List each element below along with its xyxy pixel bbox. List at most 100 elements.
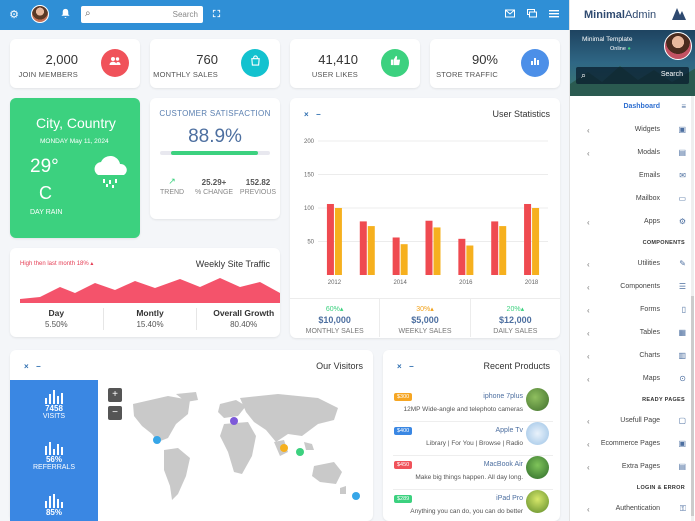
previous-stat: 152.82 PREVIOUS <box>238 178 278 198</box>
sidebar-scrollbar[interactable] <box>691 96 694 521</box>
search-icon: ⌕ <box>85 8 91 19</box>
sidebar-item-label: Maps <box>642 375 660 382</box>
sidebar-item-utilities[interactable]: ‹ Utilities ✎ <box>570 257 695 273</box>
sidebar-section-login: LOGIN & ERROR <box>636 485 685 491</box>
bounce-stat: 85% <box>10 494 98 517</box>
product-name[interactable]: iPad Pro <box>496 495 523 502</box>
bar-2013-1[interactable] <box>367 226 375 275</box>
sidebar-item-ecommerce-pages[interactable]: ‹ Ecommerce Pages ▣ <box>570 437 695 453</box>
close-icon[interactable]: × <box>397 362 402 371</box>
sidebar-item-forms[interactable]: ‹ Forms ▯ <box>570 303 695 319</box>
sidebar-item-widgets[interactable]: ‹ Widgets ▣ <box>570 123 695 139</box>
sidebar-item-authentication[interactable]: ‹ Authentication ⚿ <box>570 502 695 518</box>
bar-2015-1[interactable] <box>433 227 441 275</box>
bell-icon[interactable] <box>58 8 72 22</box>
bar-2015-0[interactable] <box>425 220 433 275</box>
sidebar-item-label: Forms <box>640 306 660 313</box>
search-input[interactable]: ⌕ Search <box>81 6 203 23</box>
customer-satisfaction-card: CUSTOMER SATISFACTION 88.9% ↗ TREND 25.2… <box>150 98 280 219</box>
y-tick-label: 50 <box>307 240 314 246</box>
world-map[interactable] <box>128 390 368 521</box>
sliders-icon: ☰ <box>678 282 686 291</box>
y-tick-label: 150 <box>304 173 315 179</box>
bar-2018-1[interactable] <box>532 208 540 275</box>
product-name[interactable]: iphone 7plus <box>483 393 523 400</box>
bar-2014-0[interactable] <box>392 237 400 275</box>
weekly-traffic-card: High then last month 18% ▴ Weekly Site T… <box>10 248 280 337</box>
product-item[interactable]: $289 iPad Pro Anything you can do, you c… <box>393 490 553 521</box>
monthly-sales: 60%▴ $10,000 MONTHLY SALES <box>305 306 364 335</box>
sidebar-item-dashboard[interactable]: Dashboard ≡ <box>570 100 695 116</box>
sidebar-item-label: Ecommerce Pages <box>600 440 660 447</box>
bar-2013-0[interactable] <box>359 221 367 275</box>
minimize-icon[interactable]: − <box>316 110 321 119</box>
weather-condition: DAY RAIN <box>30 209 63 216</box>
price-badge: $400 <box>394 427 413 435</box>
close-icon[interactable]: × <box>24 362 29 371</box>
bar-2018-0[interactable] <box>524 203 532 275</box>
trend-label: TREND <box>160 189 185 196</box>
product-name[interactable]: Apple Tv <box>495 427 524 434</box>
traffic-stats: Day 5.50% Montly 15.40% Overall Growth 80.4… <box>10 308 290 330</box>
mail-icon[interactable] <box>503 8 517 22</box>
visitor-stats: 7458 VISITS 56% REFERRALS 85% <box>10 380 98 521</box>
close-icon[interactable]: × <box>304 110 309 119</box>
sidebar-profile: Minimal Template Online ● ⌕ Search <box>570 30 695 96</box>
price-badge: $450 <box>394 461 413 469</box>
fullscreen-icon[interactable] <box>209 8 223 22</box>
sidebar-item-mailbox[interactable]: Mailbox ▭ <box>570 192 695 208</box>
sidebar-item-tables[interactable]: ‹ Tables ▦ <box>570 326 695 342</box>
avatar[interactable] <box>31 5 49 23</box>
sidebar-item-label: Utilities <box>637 260 660 267</box>
product-item[interactable]: $300 iphone 7plus 12MP Wide-angle and te… <box>393 388 553 422</box>
sidebar-item-maps[interactable]: ‹ Maps ⊙ <box>570 372 695 388</box>
stat-label: MONTHLY SALES <box>153 70 218 79</box>
minimize-icon[interactable]: − <box>36 362 41 371</box>
sidebar-item-components[interactable]: ‹ Components ☰ <box>570 280 695 296</box>
chevron-left-icon: ‹ <box>587 375 590 384</box>
sidebar-search-input[interactable]: ⌕ Search <box>576 67 689 84</box>
brand-logo[interactable]: MinimalAdmin <box>584 9 657 21</box>
window-icon: ▤ <box>678 148 686 157</box>
map-marker[interactable] <box>153 436 161 444</box>
product-item[interactable]: $450 MacBook Air Make big things happen.… <box>393 456 553 490</box>
product-item[interactable]: $400 Apple Tv Library | For You | Browse… <box>393 422 553 456</box>
stat-label: JOIN MEMBERS <box>18 70 78 79</box>
sidebar-item-extra-pages[interactable]: ‹ Extra Pages ▤ <box>570 460 695 476</box>
gear-icon[interactable]: ⚙ <box>9 9 19 21</box>
sidebar-item-charts[interactable]: ‹ Charts ▥ <box>570 349 695 365</box>
chevron-left-icon: ‹ <box>587 283 590 292</box>
stat-label: STORE TRAFFIC <box>436 70 498 79</box>
map-marker[interactable] <box>280 444 288 452</box>
sidebar-item-apps[interactable]: ‹ Apps ⚙ <box>570 215 695 231</box>
minimize-icon[interactable]: − <box>409 362 414 371</box>
product-name[interactable]: MacBook Air <box>483 461 523 468</box>
bar-2016-1[interactable] <box>466 245 474 275</box>
bar-2012-1[interactable] <box>334 208 342 275</box>
sidebar-item-usefull-page[interactable]: ‹ Usefull Page ▢ <box>570 414 695 430</box>
x-tick-label: 2016 <box>459 280 473 286</box>
zoom-out-button[interactable]: − <box>108 406 122 420</box>
recent-products-card: × − Recent Products $300 iphone 7plus 12… <box>383 350 560 521</box>
bar-2016-0[interactable] <box>458 238 466 275</box>
menu-icon[interactable] <box>547 8 561 22</box>
profile-avatar[interactable] <box>664 32 692 60</box>
map-marker[interactable] <box>230 417 238 425</box>
sidebar-item-emails[interactable]: Emails ✉ <box>570 169 695 185</box>
bar-2017-1[interactable] <box>499 226 507 275</box>
satisfaction-progress <box>160 151 270 155</box>
stat-value: 2,000 <box>45 52 78 67</box>
bar-2012-0[interactable] <box>326 203 334 275</box>
map-marker[interactable] <box>296 448 304 456</box>
sidebar-item-modals[interactable]: ‹ Modals ▤ <box>570 146 695 162</box>
bar-2014-1[interactable] <box>400 244 408 275</box>
user-statistics-card: × − User Statistics 200 150 100 50 2012 2014 2… <box>290 98 560 338</box>
sidebar-header: MinimalAdmin <box>570 0 695 30</box>
bar-2017-0[interactable] <box>491 221 499 275</box>
weather-temperature: 29° <box>30 156 59 177</box>
bag-icon <box>241 49 269 77</box>
zoom-in-button[interactable]: + <box>108 388 122 402</box>
map-marker[interactable] <box>352 492 360 500</box>
chat-icon[interactable] <box>525 8 539 22</box>
weekly-sales: 30%▴ $5,000 WEEKLY SALES <box>379 299 469 337</box>
